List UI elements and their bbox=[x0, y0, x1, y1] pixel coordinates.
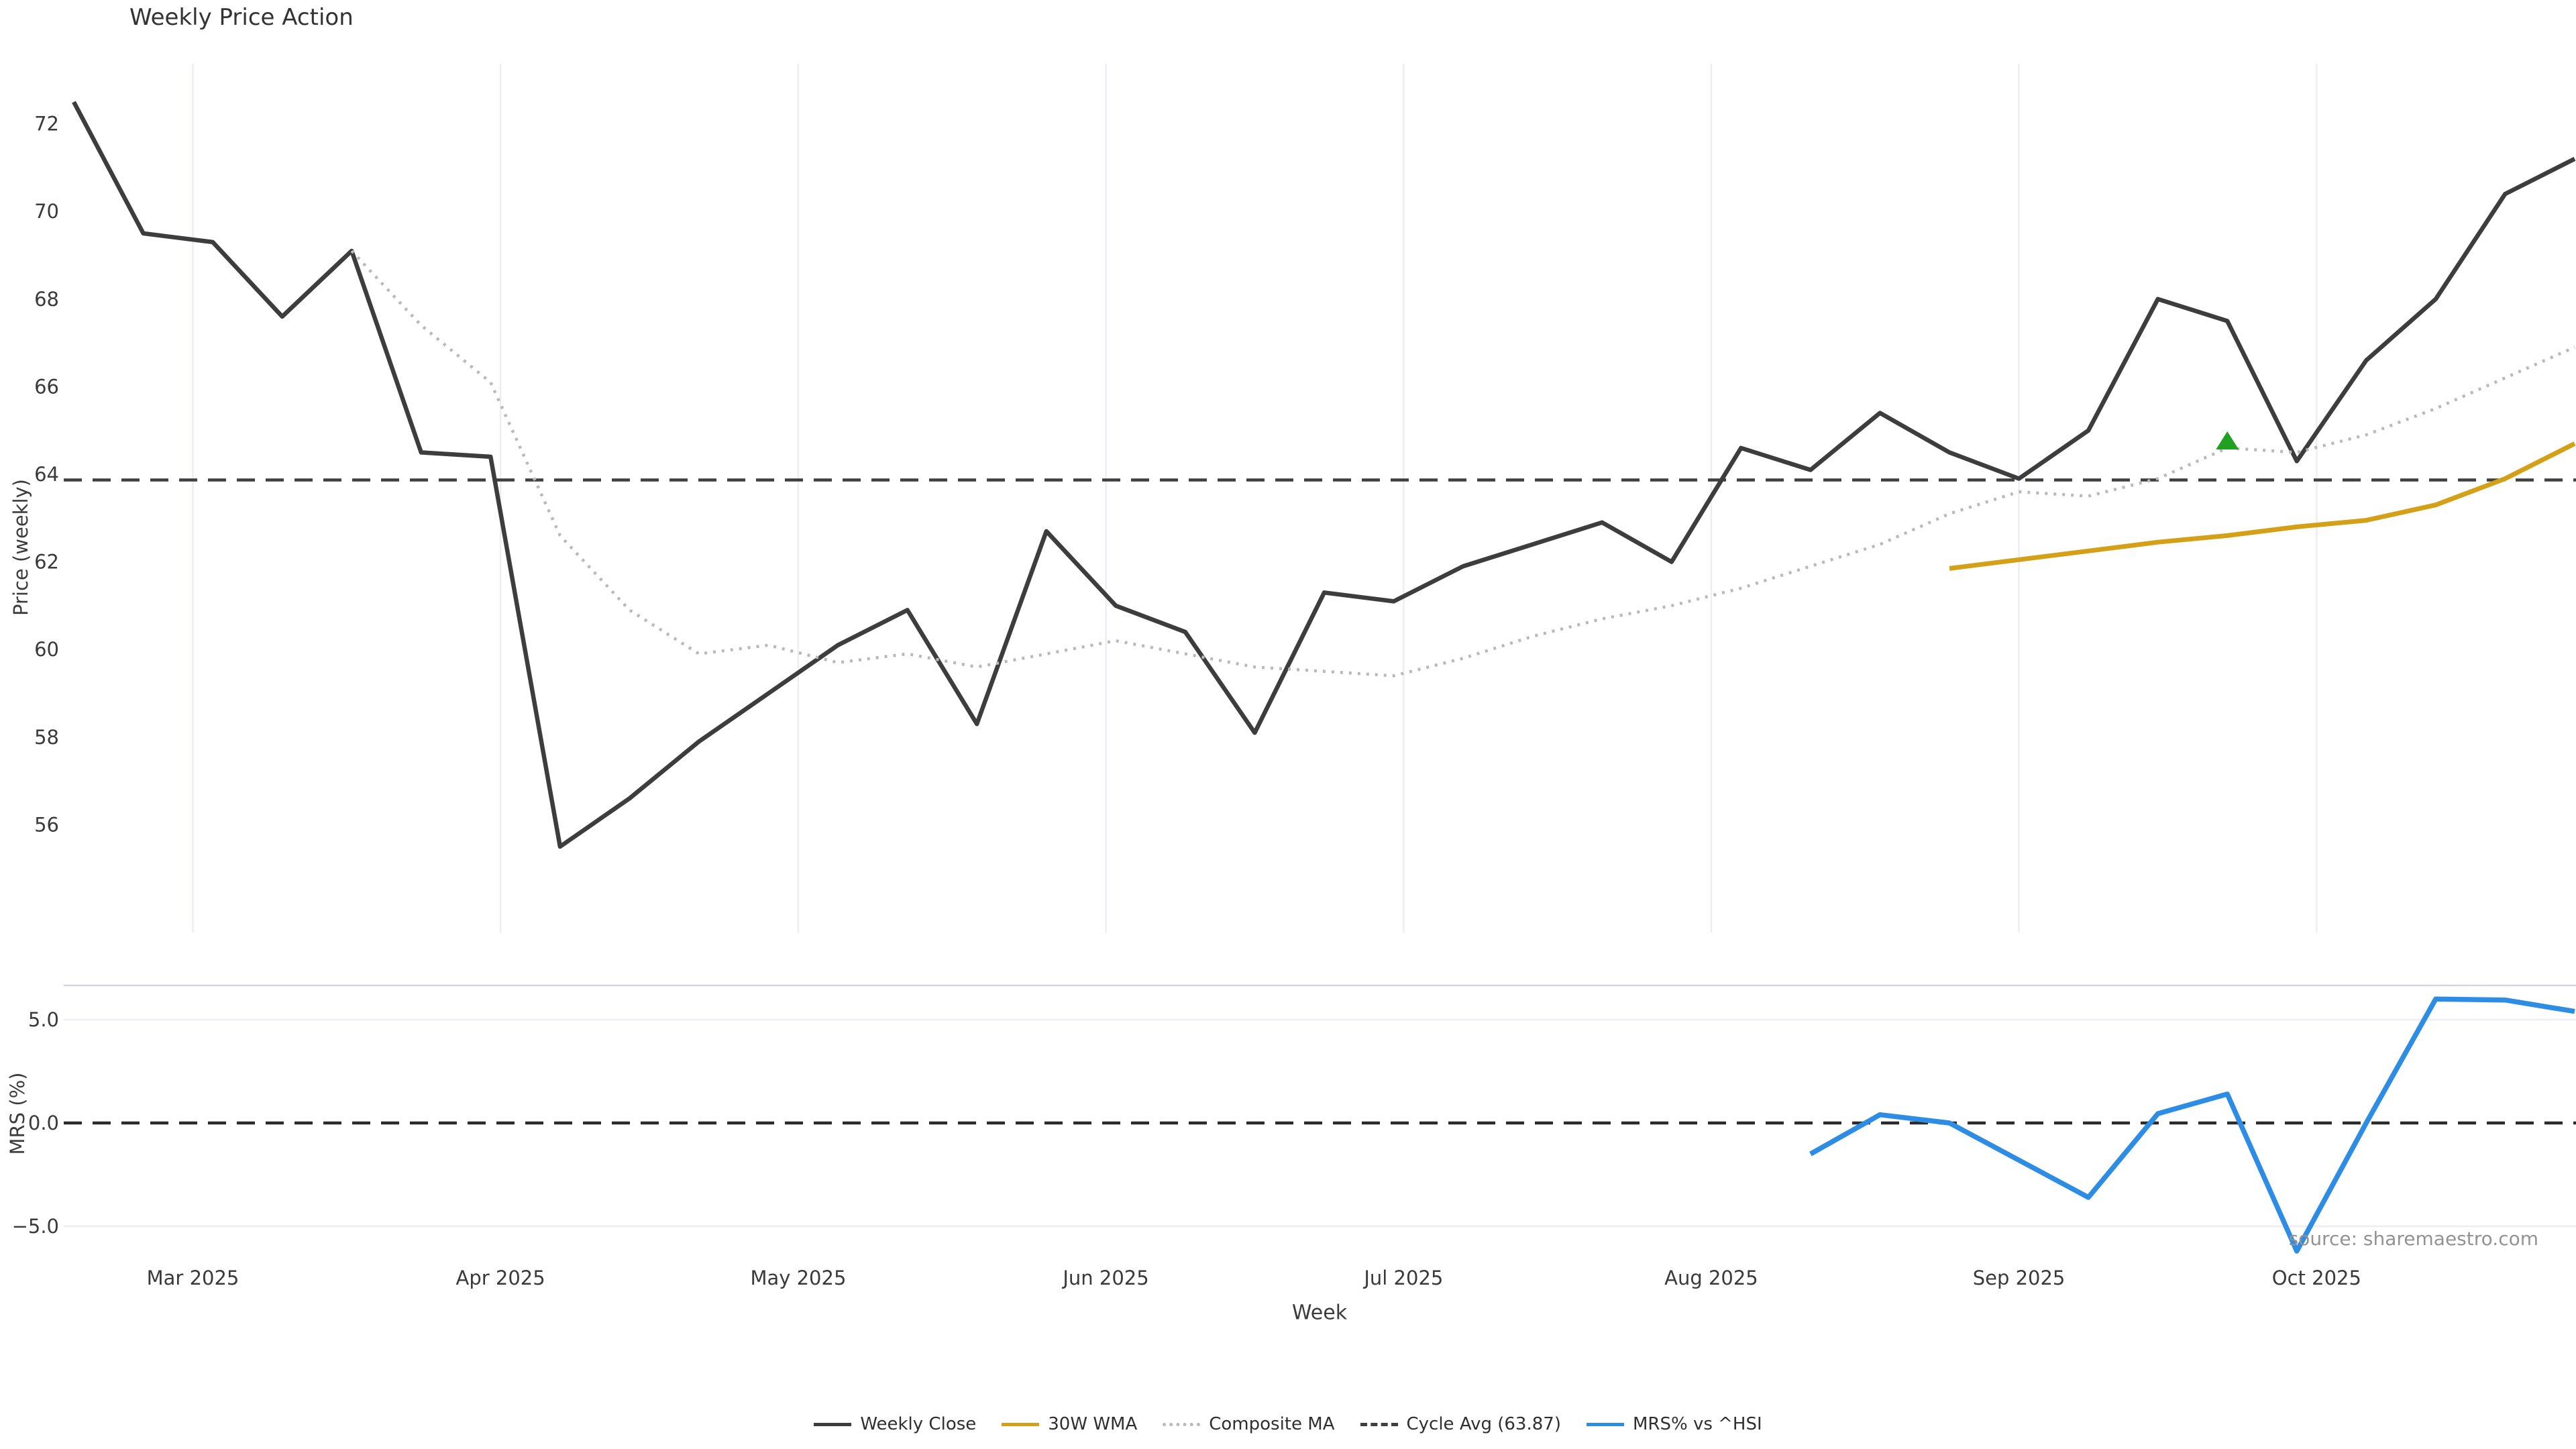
month-tick-label: Aug 2025 bbox=[1664, 1267, 1758, 1289]
month-tick-label: May 2025 bbox=[750, 1267, 846, 1289]
legend-item-label: MRS% vs ^HSI bbox=[1632, 1414, 1762, 1434]
month-tick-label: Jul 2025 bbox=[1362, 1267, 1443, 1289]
legend-line-sample bbox=[1002, 1422, 1040, 1426]
signal-marker bbox=[2216, 431, 2239, 450]
source-note: source: sharemaestro.com bbox=[2288, 1228, 2538, 1250]
month-tick-label: Sep 2025 bbox=[1973, 1267, 2065, 1289]
x-axis-label: Week bbox=[1291, 1301, 1348, 1325]
mrs-tick-label: 0.0 bbox=[28, 1112, 59, 1134]
legend-item-weekly-close: Weekly Close bbox=[814, 1414, 976, 1434]
legend-line-sample bbox=[1360, 1422, 1398, 1426]
price-tick-label: 66 bbox=[34, 375, 59, 398]
price-tick-labels: 72 70 68 66 64 62 60 58 56 bbox=[34, 113, 59, 837]
legend-line-sample bbox=[814, 1422, 852, 1426]
mrs-tick-label: −5.0 bbox=[12, 1215, 59, 1238]
legend-item-cycle-avg-63-87-: Cycle Avg (63.87) bbox=[1360, 1414, 1561, 1434]
legend-line-sample bbox=[1586, 1422, 1624, 1426]
price-tick-label: 70 bbox=[34, 200, 59, 223]
30w-wma-line bbox=[1949, 441, 2576, 571]
legend-item-mrs-vs-hsi: MRS% vs ^HSI bbox=[1586, 1414, 1762, 1434]
legend-item-30w-wma: 30W WMA bbox=[1002, 1414, 1137, 1434]
mrs-gridlines bbox=[64, 984, 2576, 1228]
mrs-series bbox=[1809, 996, 2575, 1254]
composite-ma-line bbox=[350, 250, 2575, 678]
month-tick-label: Jun 2025 bbox=[1061, 1267, 1148, 1289]
buy-signal-triangle-icon bbox=[2216, 431, 2239, 450]
month-tick-label: Oct 2025 bbox=[2272, 1267, 2361, 1289]
price-series bbox=[72, 101, 2576, 849]
legend-item-label: 30W WMA bbox=[1048, 1414, 1138, 1434]
price-tick-label: 62 bbox=[34, 551, 59, 574]
legend-item-label: Weekly Close bbox=[860, 1414, 977, 1434]
price-tick-label: 56 bbox=[34, 813, 59, 836]
mrs-tick-label: 5.0 bbox=[28, 1008, 59, 1031]
month-tick-label: Mar 2025 bbox=[147, 1267, 239, 1289]
price-tick-label: 58 bbox=[34, 726, 59, 749]
month-tick-label: Apr 2025 bbox=[456, 1267, 545, 1289]
price-axis-label: Price (weekly) bbox=[9, 478, 32, 616]
page-title: Weekly Price Action bbox=[129, 4, 354, 31]
legend-item-composite-ma: Composite MA bbox=[1163, 1414, 1335, 1434]
mrs-vs-hsi-line bbox=[1809, 996, 2575, 1254]
legend-line-sample bbox=[1163, 1422, 1201, 1426]
price-tick-label: 64 bbox=[34, 463, 59, 486]
price-tick-label: 68 bbox=[34, 288, 59, 311]
mrs-tick-labels: 5.0 0.0 −5.0 bbox=[12, 1008, 59, 1238]
month-tick-labels: Mar 2025 Apr 2025 May 2025 Jun 2025 Jul 2025… bbox=[147, 1267, 2361, 1289]
month-gridlines bbox=[192, 64, 2318, 932]
legend-item-label: Cycle Avg (63.87) bbox=[1406, 1414, 1561, 1434]
price-tick-label: 72 bbox=[34, 113, 59, 136]
mrs-axis-label: MRS (%) bbox=[6, 1072, 29, 1155]
legend-item-label: Composite MA bbox=[1209, 1414, 1335, 1434]
weekly-close-line bbox=[72, 101, 2576, 849]
price-tick-label: 60 bbox=[34, 638, 59, 661]
legend: Weekly Close 30W WMA Composite MA Cycle Avg… bbox=[0, 1414, 2576, 1434]
